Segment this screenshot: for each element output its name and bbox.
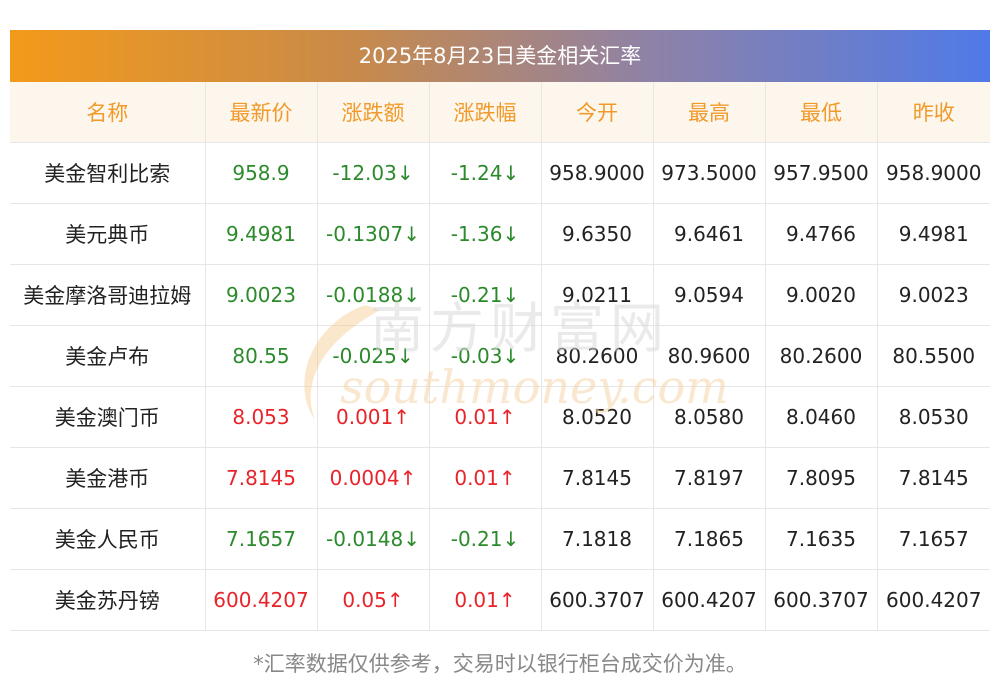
latest-price: 9.0023 xyxy=(204,264,317,326)
currency-name: 美金摩洛哥迪拉姆 xyxy=(10,264,205,326)
prev-close: 80.5500 xyxy=(876,325,990,387)
table-row: 美金港币 7.8145 0.0004↑ 0.01↑ 7.8145 7.8197 7.8095… xyxy=(10,447,990,509)
footnote: *汇率数据仅供参考，交易时以银行柜台成交价为准。 xyxy=(253,652,747,676)
low-price: 9.0020 xyxy=(764,264,877,326)
change-pct: -1.36↓ xyxy=(428,203,541,265)
table-row: 美金人民币 7.1657 -0.0148↓ -0.21↓ 7.1818 7.1865 7.1… xyxy=(10,508,990,570)
col-header-name: 名称 xyxy=(10,82,205,143)
currency-name: 美金卢布 xyxy=(10,325,205,387)
change-pct: -0.21↓ xyxy=(428,264,541,326)
open-price: 9.0211 xyxy=(540,264,653,326)
latest-price: 7.8145 xyxy=(204,447,317,509)
col-header-change-pct: 涨跌幅 xyxy=(428,82,541,143)
high-price: 7.8197 xyxy=(652,447,765,509)
latest-price: 8.053 xyxy=(204,386,317,448)
col-header-change: 涨跌额 xyxy=(316,82,429,143)
open-price: 600.3707 xyxy=(540,569,653,631)
currency-name: 美金苏丹镑 xyxy=(10,569,205,631)
table-row: 美金卢布 80.55 -0.025↓ -0.03↓ 80.2600 80.9600 80.2… xyxy=(10,325,990,387)
change-amount: 0.05↑ xyxy=(316,569,429,631)
col-header-low: 最低 xyxy=(764,82,877,143)
currency-name: 美金港币 xyxy=(10,447,205,509)
open-price: 7.8145 xyxy=(540,447,653,509)
change-amount: -12.03↓ xyxy=(316,142,429,204)
low-price: 9.4766 xyxy=(764,203,877,265)
high-price: 973.5000 xyxy=(652,142,765,204)
change-amount: -0.0148↓ xyxy=(316,508,429,570)
col-header-prev-close: 昨收 xyxy=(876,82,990,143)
open-price: 80.2600 xyxy=(540,325,653,387)
open-price: 7.1818 xyxy=(540,508,653,570)
change-pct: -0.21↓ xyxy=(428,508,541,570)
table-row: 美金智利比索 958.9 -12.03↓ -1.24↓ 958.9000 973.5000… xyxy=(10,142,990,204)
prev-close: 7.8145 xyxy=(876,447,990,509)
low-price: 80.2600 xyxy=(764,325,877,387)
table-title: 2025年8月23日美金相关汇率 xyxy=(10,30,990,82)
low-price: 957.9500 xyxy=(764,142,877,204)
table-row: 美金澳门币 8.053 0.001↑ 0.01↑ 8.0520 8.0580 8.0460 8… xyxy=(10,386,990,448)
col-header-high: 最高 xyxy=(652,82,765,143)
change-pct: 0.01↑ xyxy=(428,447,541,509)
change-pct: -1.24↓ xyxy=(428,142,541,204)
prev-close: 600.4207 xyxy=(876,569,990,631)
header-row: 名称 最新价 涨跌额 涨跌幅 今开 最高 最低 昨收 xyxy=(10,82,990,143)
low-price: 600.3707 xyxy=(764,569,877,631)
high-price: 8.0580 xyxy=(652,386,765,448)
latest-price: 80.55 xyxy=(204,325,317,387)
prev-close: 8.0530 xyxy=(876,386,990,448)
low-price: 7.1635 xyxy=(764,508,877,570)
col-header-open: 今开 xyxy=(540,82,653,143)
latest-price: 7.1657 xyxy=(204,508,317,570)
table-row: 美元典币 9.4981 -0.1307↓ -1.36↓ 9.6350 9.6461 9.47… xyxy=(10,203,990,265)
latest-price: 9.4981 xyxy=(204,203,317,265)
col-header-latest: 最新价 xyxy=(204,82,317,143)
table-row: 美金苏丹镑 600.4207 0.05↑ 0.01↑ 600.3707 600.4207 6… xyxy=(10,569,990,631)
currency-name: 美金澳门币 xyxy=(10,386,205,448)
open-price: 958.9000 xyxy=(540,142,653,204)
low-price: 7.8095 xyxy=(764,447,877,509)
open-price: 8.0520 xyxy=(540,386,653,448)
change-pct: -0.03↓ xyxy=(428,325,541,387)
open-price: 9.6350 xyxy=(540,203,653,265)
prev-close: 7.1657 xyxy=(876,508,990,570)
latest-price: 600.4207 xyxy=(204,569,317,631)
prev-close: 9.0023 xyxy=(876,264,990,326)
high-price: 600.4207 xyxy=(652,569,765,631)
change-amount: -0.1307↓ xyxy=(316,203,429,265)
table-row: 美金摩洛哥迪拉姆 9.0023 -0.0188↓ -0.21↓ 9.0211 9.0594… xyxy=(10,264,990,326)
change-amount: -0.025↓ xyxy=(316,325,429,387)
low-price: 8.0460 xyxy=(764,386,877,448)
high-price: 9.6461 xyxy=(652,203,765,265)
currency-name: 美金人民币 xyxy=(10,508,205,570)
high-price: 7.1865 xyxy=(652,508,765,570)
high-price: 80.9600 xyxy=(652,325,765,387)
change-amount: 0.0004↑ xyxy=(316,447,429,509)
change-pct: 0.01↑ xyxy=(428,386,541,448)
change-pct: 0.01↑ xyxy=(428,569,541,631)
change-amount: 0.001↑ xyxy=(316,386,429,448)
high-price: 9.0594 xyxy=(652,264,765,326)
change-amount: -0.0188↓ xyxy=(316,264,429,326)
prev-close: 9.4981 xyxy=(876,203,990,265)
currency-name: 美金智利比索 xyxy=(10,142,205,204)
prev-close: 958.9000 xyxy=(876,142,990,204)
rates-card: 2025年8月23日美金相关汇率 名称 最新价 涨跌额 涨跌幅 今开 最高 最低… xyxy=(10,30,990,631)
rates-table: 名称 最新价 涨跌额 涨跌幅 今开 最高 最低 昨收 美金智利比索 958.9 -1… xyxy=(10,82,990,631)
currency-name: 美元典币 xyxy=(10,203,205,265)
latest-price: 958.9 xyxy=(204,142,317,204)
